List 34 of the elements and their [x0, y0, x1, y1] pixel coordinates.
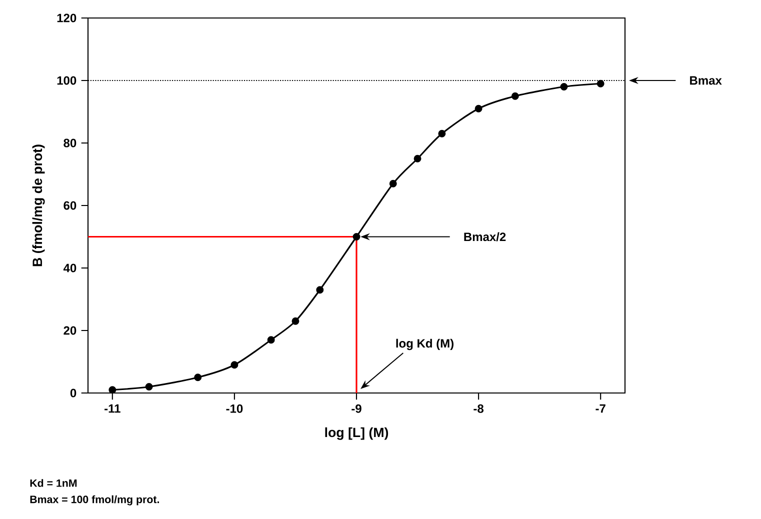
y-tick-label: 60 [64, 201, 76, 210]
point [108, 386, 116, 394]
annotation: log Kd (M) [396, 338, 454, 350]
x-tick-label: -11 [104, 404, 120, 413]
y-tick-label: 120 [57, 14, 76, 22]
text: Bmax [690, 76, 722, 85]
point [194, 374, 202, 382]
y-tick-label: 40 [63, 264, 76, 272]
y-axis-title: B (fmol/mg de prot) [32, 144, 45, 266]
point [511, 92, 519, 100]
point [292, 317, 300, 325]
point [560, 83, 568, 90]
text: Kd = 1nM [30, 479, 77, 487]
y-tick-label: 0 [70, 388, 76, 398]
point [438, 130, 446, 138]
point [267, 336, 275, 344]
point [352, 233, 360, 240]
point [474, 104, 482, 112]
x-tick-label: -10 [226, 404, 243, 413]
x-tick-label: -8 [474, 404, 484, 413]
point [389, 180, 397, 188]
x-tick-label: -7 [596, 404, 606, 413]
text: Bmax = 100 fmol/mg prot. [30, 495, 159, 506]
point [145, 383, 153, 390]
x-tick-label: -9 [352, 404, 362, 413]
y-tick-label: 20 [64, 326, 76, 335]
point [414, 154, 422, 162]
y-tick-label: 100 [57, 76, 76, 85]
x-axis-title: log [L] (M) [325, 427, 388, 440]
annotation: Bmax/2 [464, 232, 506, 242]
point [596, 80, 604, 88]
point [316, 286, 324, 294]
y-tick-label: 80 [64, 138, 76, 148]
point [230, 361, 238, 369]
